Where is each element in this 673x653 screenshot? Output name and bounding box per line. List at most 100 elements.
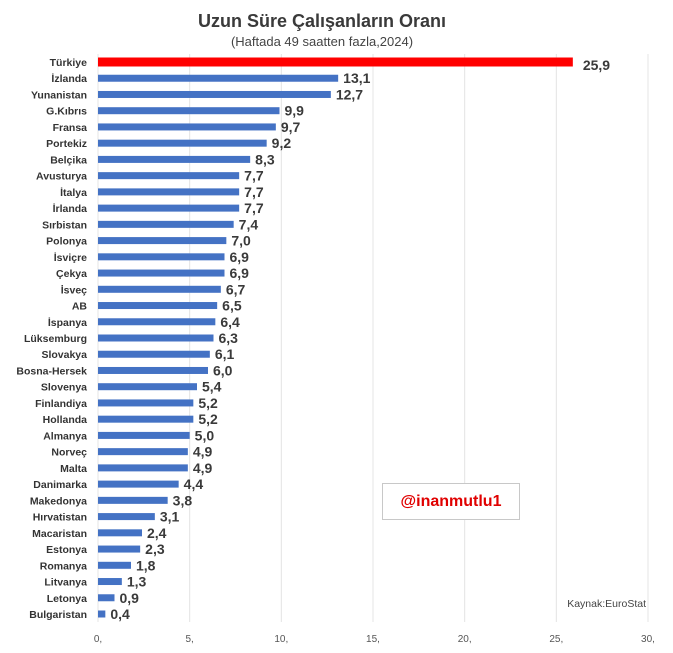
category-label: Bosna-Hersek <box>16 365 87 377</box>
value-label: 2,4 <box>147 525 167 541</box>
category-label: Bulgaristan <box>29 609 87 621</box>
category-label: Polonya <box>46 236 87 248</box>
value-label: 0,9 <box>120 590 140 606</box>
value-label: 2,3 <box>145 541 165 557</box>
value-label: 6,9 <box>230 249 250 265</box>
category-label: Hollanda <box>43 414 87 426</box>
value-label: 8,3 <box>255 151 275 167</box>
value-label: 9,2 <box>272 135 292 151</box>
category-label: Hırvatistan <box>33 512 87 524</box>
bar-24 <box>98 448 188 456</box>
value-label: 7,7 <box>244 184 264 200</box>
bar-19 <box>98 366 208 374</box>
category-label: Norveç <box>51 447 87 459</box>
value-label: 1,8 <box>136 557 156 573</box>
bar-27 <box>98 496 168 504</box>
category-label: Türkiye <box>50 57 88 69</box>
category-label: Sırbistan <box>42 219 87 231</box>
category-label: Finlandiya <box>35 398 87 410</box>
category-label: Çekya <box>56 268 87 280</box>
bar-33 <box>98 594 115 602</box>
value-label: 9,9 <box>285 103 305 119</box>
x-tick-label: 30, <box>641 634 655 645</box>
bar-29 <box>98 529 142 537</box>
category-label: Fransa <box>53 122 88 134</box>
value-label: 7,7 <box>244 168 264 184</box>
category-label: Slovenya <box>41 382 87 394</box>
value-label: 6,7 <box>226 281 246 297</box>
category-label: İsveç <box>61 283 87 296</box>
category-label: Malta <box>60 463 87 475</box>
value-label: 5,2 <box>198 411 218 427</box>
value-label: 4,4 <box>184 476 204 492</box>
value-label: 6,4 <box>220 314 240 330</box>
bar-26 <box>98 480 179 488</box>
bar-31 <box>98 561 131 569</box>
category-label: Litvanya <box>44 577 87 589</box>
value-label: 7,4 <box>239 216 259 232</box>
value-label: 4,9 <box>193 444 213 460</box>
x-tick-label: 15, <box>366 634 380 645</box>
category-label: Danimarka <box>33 479 87 491</box>
category-label: Slovakya <box>41 349 87 361</box>
category-label: İtalya <box>60 186 87 199</box>
bar-22 <box>98 415 194 423</box>
category-label: Romanya <box>40 560 87 572</box>
value-label: 1,3 <box>127 574 147 590</box>
value-label: 5,2 <box>198 395 218 411</box>
category-label: Makedonya <box>30 495 87 507</box>
bars <box>98 57 573 618</box>
category-label: Almanya <box>43 430 87 442</box>
category-label: Macaristan <box>32 528 87 540</box>
value-label: 9,7 <box>281 119 301 135</box>
value-label: 0,4 <box>110 606 130 622</box>
value-label: 7,0 <box>231 233 251 249</box>
value-label: 13,1 <box>343 70 370 86</box>
bar-11 <box>98 237 227 245</box>
bar-21 <box>98 399 194 407</box>
x-tick-label: 0, <box>94 634 102 645</box>
value-label: 5,4 <box>202 379 222 395</box>
value-label: 6,1 <box>215 346 235 362</box>
bar-15 <box>98 302 218 310</box>
value-label: 5,0 <box>195 427 215 443</box>
bar-17 <box>98 334 214 342</box>
category-label: Estonya <box>46 544 87 556</box>
bar-0 <box>98 57 573 67</box>
value-label: 6,3 <box>219 330 239 346</box>
bar-34 <box>98 610 106 618</box>
x-axis-ticks: 0, 5, 10, 15, 20, 25, 30, <box>94 634 655 645</box>
bar-25 <box>98 464 188 472</box>
value-label: 6,0 <box>213 362 233 378</box>
bar-20 <box>98 383 197 391</box>
watermark-text: @inanmutlu1 <box>400 492 502 510</box>
category-label: Letonya <box>47 593 87 605</box>
bar-28 <box>98 513 155 521</box>
bar-13 <box>98 269 225 277</box>
x-tick-label: 25, <box>549 634 563 645</box>
category-label: G.Kıbrıs <box>46 106 87 118</box>
bar-30 <box>98 545 141 553</box>
category-label: Lüksemburg <box>24 333 87 345</box>
value-label: 7,7 <box>244 200 264 216</box>
category-label: İsviçre <box>54 251 87 264</box>
category-label: İrlanda <box>53 202 88 215</box>
x-tick-label: 5, <box>185 634 193 645</box>
bar-16 <box>98 318 216 326</box>
category-label: Avusturya <box>36 171 87 183</box>
watermark-badge: @inanmutlu1 <box>382 483 520 520</box>
bar-3 <box>98 107 280 115</box>
bar-18 <box>98 350 210 358</box>
value-label: 6,5 <box>222 298 242 314</box>
value-labels: 25,913,112,79,99,79,28,37,77,77,77,47,06… <box>110 57 610 622</box>
bar-2 <box>98 90 331 98</box>
category-label: İspanya <box>48 316 87 329</box>
chart-subtitle: (Haftada 49 saatten fazla,2024) <box>231 34 413 49</box>
value-label: 3,8 <box>173 492 193 508</box>
value-label: 6,9 <box>230 265 250 281</box>
source-note: Kaynak:EuroStat <box>567 598 646 610</box>
x-tick-label: 10, <box>274 634 288 645</box>
bar-23 <box>98 431 190 439</box>
x-tick-label: 20, <box>458 634 472 645</box>
